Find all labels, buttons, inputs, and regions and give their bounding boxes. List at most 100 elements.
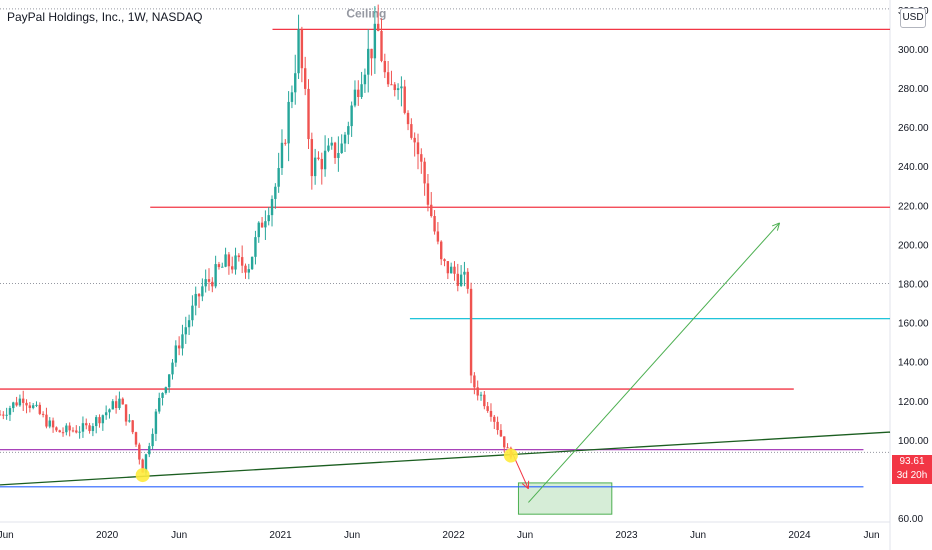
candle-body [151,433,154,447]
candle-body [393,84,396,91]
x-tick-label: 2024 [788,530,811,541]
candle-body [307,88,310,140]
candle-body [2,414,5,416]
candle-body [300,29,304,69]
chart-title: PayPal Holdings, Inc., 1W, NASDAQ [7,10,203,24]
candle-body [45,414,48,427]
candle-body [131,420,134,433]
candle-body [71,430,75,432]
candle-body [95,417,98,427]
x-tick-label: Jun [863,530,879,541]
candle-body [337,153,340,158]
candle-body [158,397,161,412]
candle-body [476,387,479,396]
candle-body [234,255,237,270]
candle-body [489,410,493,417]
candle-body [174,345,178,363]
projection-up-arrow-head [776,222,781,231]
candle-body [440,241,443,260]
candle-body [121,398,124,405]
y-tick-label: 200.00 [898,240,929,251]
candle-body [287,101,290,144]
candle-body [8,408,12,415]
candle-body [367,48,370,75]
candle-body [290,92,294,102]
candle-body [313,157,317,177]
candle-body [267,215,270,222]
candle-body [264,221,267,228]
x-tick-label: 2023 [615,530,638,541]
candle-body [161,392,164,398]
candle-body [164,387,168,393]
candle-body [499,430,503,437]
candle-body [41,413,45,415]
candle-body [0,414,2,416]
candle-body [244,265,247,273]
candle-body [463,271,466,275]
x-tick-label: Jun [0,530,14,541]
candle-body [85,423,88,426]
candle-body [353,89,357,106]
candle-body [171,362,174,375]
candle-body [78,431,81,433]
candle-body [323,150,327,170]
candle-body [449,266,453,274]
candle-body [400,86,403,89]
candle-body [493,416,496,422]
candle-body [22,398,25,403]
candle-body [134,432,138,445]
candle-body [360,84,363,98]
candle-body [104,412,108,416]
candle-body [51,420,55,428]
candle-body [247,269,251,273]
candle-body [12,402,15,409]
candle-body [496,421,499,431]
candle-body [277,168,280,187]
candle-body [483,394,486,407]
candle-body [297,29,300,74]
candle-body [333,142,337,158]
candle-body [217,264,221,268]
candle-body [433,216,436,232]
candle-body [58,430,61,433]
candle-body [453,266,456,274]
candle-body [383,60,387,73]
candle-body [390,84,393,86]
currency-button[interactable]: USD [900,8,926,28]
projection-down-arrow-head [521,483,529,490]
candle-body [31,405,35,408]
candle-body [386,72,390,85]
candle-body [294,73,297,93]
candle-body [456,273,459,286]
candle-body [370,48,373,59]
candle-body [416,142,420,155]
candle-body [204,279,207,287]
candle-body [426,183,430,205]
y-tick-label: 240.00 [898,162,929,173]
candle-body [237,255,241,258]
candle-body [111,401,114,410]
y-tick-label: 260.00 [898,123,929,134]
target-zone [517,482,613,515]
candle-body [101,415,105,424]
candle-body [446,261,450,274]
candle-body [124,404,128,422]
candle-body [191,305,194,321]
candle-body [118,398,121,409]
last-price-tag: 93.61 3d 20h [892,455,932,484]
projection-up-arrow [528,222,780,503]
x-tick-label: 2020 [96,530,119,541]
y-tick-label: 60.00 [898,514,923,525]
candle-body [128,420,131,422]
candle-body [327,145,330,151]
y-tick-label: 220.00 [898,201,929,212]
y-tick-label: 300.00 [898,45,929,56]
candle-body [250,256,254,270]
candle-body [48,420,51,427]
x-tick-label: Jun [171,530,187,541]
candle-body [224,254,227,267]
candle-body [406,112,410,125]
candle-body [25,402,28,406]
